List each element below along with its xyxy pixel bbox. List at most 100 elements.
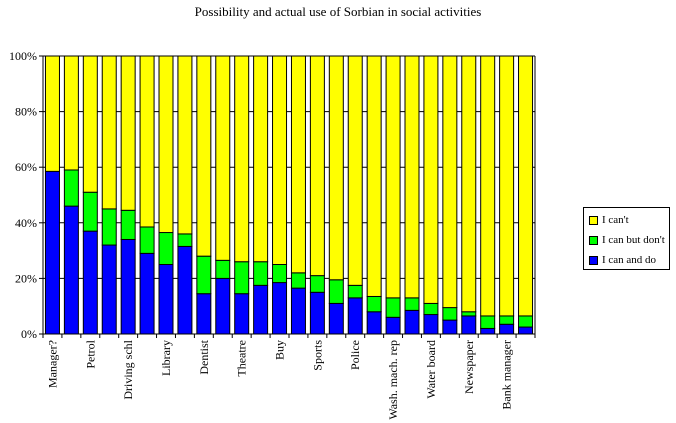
bar-segment bbox=[215, 277, 231, 335]
bar-segment bbox=[518, 315, 534, 328]
bar-segment bbox=[385, 55, 401, 299]
bar-segment bbox=[442, 55, 458, 309]
bar-segment bbox=[158, 264, 174, 335]
bar-segment bbox=[234, 293, 250, 335]
bar-segment bbox=[328, 55, 344, 281]
bar-segment bbox=[101, 244, 117, 335]
bar-segment bbox=[404, 55, 420, 299]
bar-segment bbox=[423, 55, 439, 304]
x-category-label: Driving schl bbox=[121, 339, 135, 399]
x-category-label: Dentist bbox=[197, 339, 211, 374]
y-tick-label: 40% bbox=[15, 216, 37, 230]
bar-segment bbox=[120, 209, 136, 240]
bar-segment bbox=[139, 252, 155, 335]
bar-segment bbox=[385, 297, 401, 318]
legend-item: I can but don't bbox=[589, 233, 665, 247]
legend-label: I can but don't bbox=[602, 234, 665, 246]
bar-segment bbox=[272, 264, 288, 284]
bar-segment bbox=[196, 55, 212, 257]
legend-item: I can't bbox=[589, 213, 629, 227]
bar-segment bbox=[461, 55, 477, 313]
bar-segment bbox=[366, 295, 382, 313]
chart-title: Possibility and actual use of Sorbian in… bbox=[194, 4, 482, 19]
bar-segment bbox=[139, 55, 155, 228]
bar-segment bbox=[442, 319, 458, 335]
bar-segment bbox=[499, 323, 515, 335]
x-category-label: Water board bbox=[424, 340, 438, 399]
y-tick-label: 80% bbox=[15, 105, 37, 119]
bar-segment bbox=[215, 55, 231, 261]
bar-segment bbox=[366, 55, 382, 297]
bar-segment bbox=[423, 314, 439, 335]
bar-segment bbox=[139, 226, 155, 254]
bar-segment bbox=[253, 284, 269, 335]
bar-segment bbox=[328, 302, 344, 335]
bar-segment bbox=[499, 55, 515, 317]
bar-segment bbox=[309, 291, 325, 335]
legend-label: I can and do bbox=[602, 254, 657, 266]
bar-segment bbox=[347, 284, 363, 299]
legend: I can't I can but don't I can and do bbox=[583, 207, 670, 270]
bar-segment bbox=[480, 327, 496, 335]
bar-segment bbox=[309, 275, 325, 293]
legend-swatch bbox=[589, 215, 598, 225]
bar-segment bbox=[44, 55, 60, 172]
legend-label: I can't bbox=[602, 214, 629, 226]
bar-segment bbox=[234, 55, 250, 263]
x-category-label: Bank manager bbox=[500, 340, 514, 410]
x-category-labels: Manager? Petrol Driving schl Library Dentist… bbox=[45, 339, 513, 419]
bar-segment bbox=[196, 293, 212, 335]
bar-segment bbox=[234, 261, 250, 295]
y-tick-label: 60% bbox=[15, 160, 37, 174]
bar-segment bbox=[480, 315, 496, 329]
bar-segment bbox=[499, 315, 515, 325]
y-tick-label: 20% bbox=[15, 271, 37, 285]
bar-segment bbox=[196, 255, 212, 295]
bar-segment bbox=[272, 55, 288, 265]
bar-segment bbox=[63, 55, 79, 171]
bar-segment bbox=[63, 205, 79, 335]
bar-segment bbox=[442, 307, 458, 321]
bar-segment bbox=[518, 326, 534, 335]
bar-segment bbox=[177, 55, 193, 235]
bar-segment bbox=[120, 238, 136, 335]
bar-segment bbox=[253, 261, 269, 286]
x-category-label: Buy bbox=[273, 340, 287, 360]
bars bbox=[44, 55, 534, 335]
bar-segment bbox=[158, 55, 174, 234]
y-tick-label: 0% bbox=[21, 327, 37, 341]
bar-segment bbox=[272, 282, 288, 335]
bar-segment bbox=[101, 55, 117, 210]
bar-segment bbox=[158, 232, 174, 265]
bar-segment bbox=[82, 230, 98, 335]
bar-segment bbox=[461, 315, 477, 335]
bar-segment bbox=[366, 311, 382, 335]
bar-segment bbox=[177, 245, 193, 335]
bar-segment bbox=[385, 316, 401, 335]
axes bbox=[39, 55, 536, 338]
bar-segment bbox=[309, 55, 325, 277]
bar-segment bbox=[347, 297, 363, 335]
bar-segment bbox=[44, 170, 60, 335]
bar-segment bbox=[404, 297, 420, 311]
x-category-label: Library bbox=[159, 340, 173, 376]
bar-segment bbox=[120, 55, 136, 211]
bar-segment bbox=[328, 279, 344, 304]
bar-segment bbox=[518, 55, 534, 317]
x-category-label: Newspaper bbox=[462, 340, 476, 394]
x-category-label: Theatre bbox=[235, 340, 249, 377]
x-category-label: Manager? bbox=[45, 340, 59, 388]
bar-segment bbox=[290, 272, 306, 289]
bar-segment bbox=[404, 309, 420, 335]
bar-segment bbox=[290, 55, 306, 274]
legend-item: I can and do bbox=[589, 253, 656, 267]
bar-segment bbox=[63, 169, 79, 207]
bar-segment bbox=[82, 55, 98, 193]
bar-segment bbox=[82, 191, 98, 232]
y-tick-label: 100% bbox=[9, 49, 37, 63]
bar-segment bbox=[101, 208, 117, 246]
bar-segment bbox=[480, 55, 496, 317]
bar-segment bbox=[253, 55, 269, 263]
bar-segment bbox=[177, 233, 193, 247]
